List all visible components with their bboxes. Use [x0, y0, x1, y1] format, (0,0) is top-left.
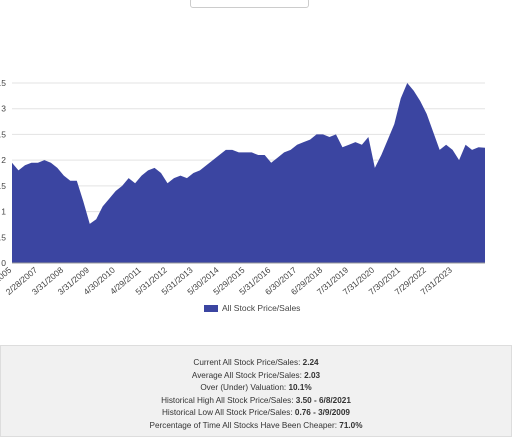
y-tick-label: 0.5 — [0, 232, 6, 242]
stat-line: Percentage of Time All Stocks Have Been … — [1, 420, 511, 433]
stat-line: Historical Low All Stock Price/Sales: 0.… — [1, 407, 511, 420]
chart: 00.511.522.533.520052/28/20073/31/20083/… — [0, 78, 485, 313]
stat-value: 3.50 - 6/8/2021 — [295, 395, 351, 405]
stat-label: Average All Stock Price/Sales: — [191, 370, 302, 380]
y-tick-label: 1 — [1, 207, 6, 217]
stat-line: Average All Stock Price/Sales: 2.03 — [1, 370, 511, 383]
stat-line: Current All Stock Price/Sales: 2.24 — [1, 357, 511, 370]
stats-panel: Current All Stock Price/Sales: 2.24 Avera… — [0, 345, 512, 437]
area — [12, 83, 485, 263]
stat-label: Historical Low All Stock Price/Sales: — [162, 408, 293, 418]
legend-swatch — [204, 305, 218, 312]
y-tick-label: 0 — [1, 258, 6, 268]
stat-label: Historical High All Stock Price/Sales: — [161, 395, 294, 405]
stat-value: 0.76 - 3/9/2009 — [294, 408, 350, 418]
stat-line: Historical High All Stock Price/Sales: 3… — [1, 395, 511, 408]
y-tick-label: 3 — [1, 104, 6, 114]
search-box[interactable] — [190, 0, 309, 8]
stat-value: 2.24 — [302, 358, 319, 367]
y-tick-label: 2.5 — [0, 129, 6, 139]
stat-line: Over (Under) Valuation: 10.1% — [1, 382, 511, 395]
y-tick-label: 1.5 — [0, 181, 6, 191]
y-tick-label: 3.5 — [0, 78, 6, 88]
stat-value: 71.0% — [339, 420, 363, 430]
stat-value: 10.1% — [288, 383, 312, 393]
y-tick-label: 2 — [1, 155, 6, 165]
legend-label: All Stock Price/Sales — [222, 303, 300, 313]
stat-value: 2.03 — [304, 370, 321, 380]
stat-label: Percentage of Time All Stocks Have Been … — [149, 420, 337, 430]
stat-label: Current All Stock Price/Sales: — [193, 358, 301, 367]
stat-label: Over (Under) Valuation: — [200, 383, 287, 393]
